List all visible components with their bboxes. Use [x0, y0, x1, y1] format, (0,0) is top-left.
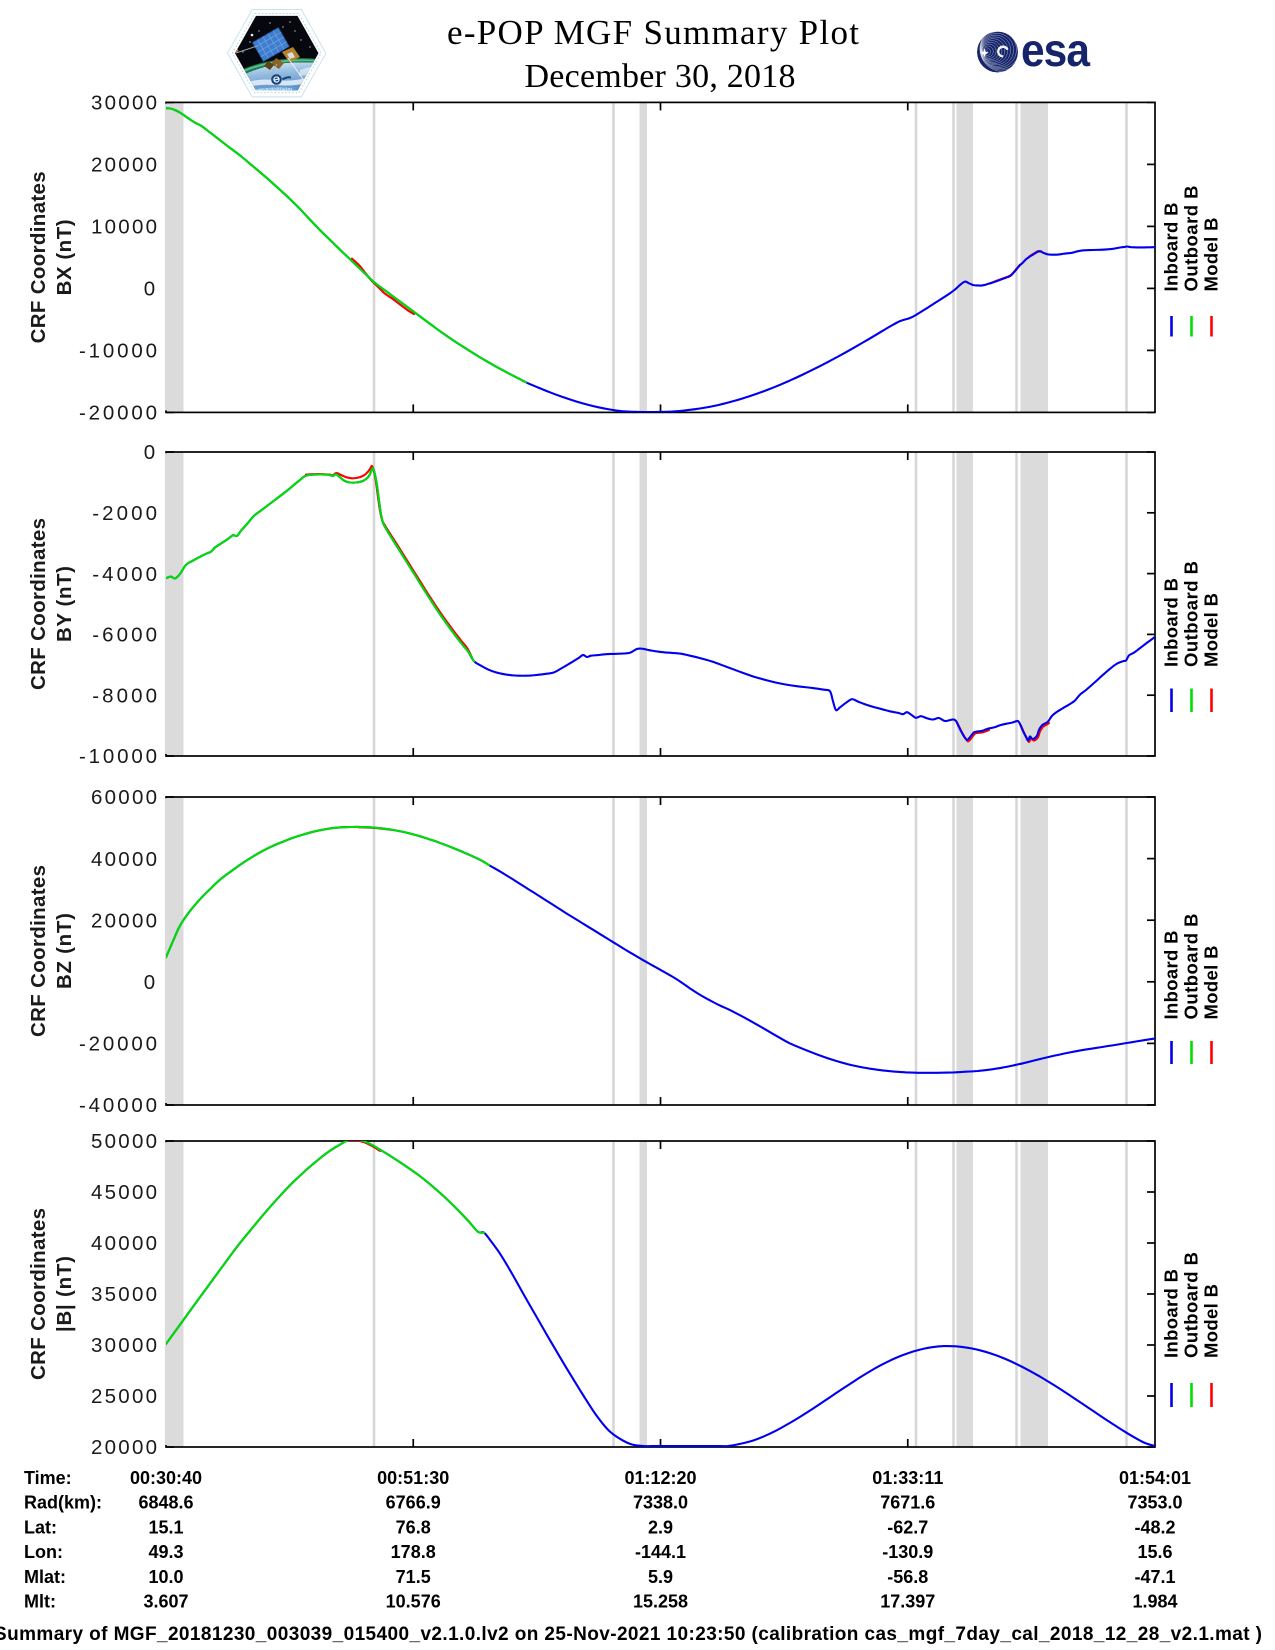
- svg-text:35000: 35000: [91, 1283, 157, 1306]
- svg-text:5.9: 5.9: [648, 1567, 673, 1587]
- svg-text:20000: 20000: [91, 909, 157, 932]
- svg-text:30000: 30000: [91, 1334, 157, 1357]
- svg-text:30000: 30000: [91, 92, 157, 115]
- svg-text:Inboard B: Inboard B: [1161, 578, 1182, 667]
- svg-text:-20000: -20000: [79, 1033, 157, 1056]
- svg-text:Inboard B: Inboard B: [1161, 931, 1182, 1020]
- svg-text:Rad(km):: Rad(km):: [24, 1493, 102, 1513]
- svg-text:|B| (nT): |B| (nT): [53, 1256, 76, 1332]
- svg-text:7353.0: 7353.0: [1127, 1493, 1182, 1513]
- svg-text:40000: 40000: [91, 1232, 157, 1255]
- svg-text:Inboard B: Inboard B: [1161, 203, 1182, 292]
- svg-text:01:33:11: 01:33:11: [872, 1468, 943, 1488]
- svg-text:Outboard B: Outboard B: [1181, 186, 1202, 292]
- svg-text:71.5: 71.5: [396, 1567, 431, 1587]
- svg-text:178.8: 178.8: [391, 1542, 436, 1562]
- svg-text:-62.7: -62.7: [887, 1517, 928, 1537]
- svg-text:7671.6: 7671.6: [880, 1493, 935, 1513]
- svg-text:Model B: Model B: [1201, 946, 1222, 1020]
- svg-text:2.9: 2.9: [648, 1517, 673, 1537]
- svg-text:esa: esa: [1021, 24, 1090, 76]
- svg-text:15.258: 15.258: [633, 1592, 688, 1612]
- svg-text:45000: 45000: [91, 1181, 157, 1204]
- svg-text:December 30, 2018: December 30, 2018: [525, 58, 796, 95]
- svg-text:10.0: 10.0: [148, 1567, 183, 1587]
- svg-text:20000: 20000: [91, 1436, 157, 1459]
- svg-text:e-POP MGF Summary Plot: e-POP MGF Summary Plot: [447, 13, 859, 52]
- svg-text:-48.2: -48.2: [1134, 1517, 1175, 1537]
- svg-text:Mlt:: Mlt:: [24, 1592, 56, 1612]
- svg-text:Outboard B: Outboard B: [1181, 1252, 1202, 1358]
- svg-text:15.1: 15.1: [148, 1517, 183, 1537]
- svg-text:Mlat:: Mlat:: [24, 1567, 66, 1587]
- svg-text:-6000: -6000: [92, 624, 157, 647]
- svg-text:BY (nT): BY (nT): [53, 566, 76, 642]
- svg-text:25000: 25000: [91, 1385, 157, 1408]
- svg-text:01:12:20: 01:12:20: [624, 1468, 696, 1488]
- svg-text:Lat:: Lat:: [24, 1517, 57, 1537]
- svg-text:-4000: -4000: [92, 563, 157, 586]
- svg-text:Lon:: Lon:: [24, 1542, 63, 1562]
- svg-text:CRF Coordinates: CRF Coordinates: [27, 1208, 50, 1380]
- svg-text:49.3: 49.3: [148, 1542, 183, 1562]
- svg-text:Inboard B: Inboard B: [1161, 1269, 1182, 1358]
- svg-text:CRF Coordinates: CRF Coordinates: [27, 171, 50, 343]
- svg-text:76.8: 76.8: [396, 1517, 431, 1537]
- svg-text:6766.9: 6766.9: [386, 1493, 441, 1513]
- svg-text:15.6: 15.6: [1137, 1542, 1172, 1562]
- svg-text:CRF Coordinates: CRF Coordinates: [27, 865, 50, 1037]
- svg-text:CASSIOPE: CASSIOPE: [257, 88, 298, 95]
- svg-text:10.576: 10.576: [386, 1592, 441, 1612]
- svg-text:Model B: Model B: [1201, 593, 1222, 667]
- svg-text:Time:: Time:: [24, 1468, 72, 1488]
- svg-text:-8000: -8000: [92, 684, 157, 707]
- svg-text:Model B: Model B: [1201, 218, 1222, 292]
- svg-text:50000: 50000: [91, 1130, 157, 1153]
- svg-text:-130.9: -130.9: [882, 1542, 933, 1562]
- svg-text:-20000: -20000: [79, 402, 157, 425]
- svg-text:60000: 60000: [91, 786, 157, 809]
- svg-text:00:30:40: 00:30:40: [130, 1468, 202, 1488]
- svg-text:17.397: 17.397: [880, 1592, 935, 1612]
- svg-text:-40000: -40000: [79, 1094, 157, 1117]
- svg-text:-10000: -10000: [79, 745, 157, 768]
- svg-text:-56.8: -56.8: [887, 1567, 928, 1587]
- svg-text:BX (nT): BX (nT): [53, 219, 76, 295]
- svg-text:-144.1: -144.1: [635, 1542, 686, 1562]
- svg-text:Outboard B: Outboard B: [1181, 561, 1202, 667]
- svg-text:7338.0: 7338.0: [633, 1493, 688, 1513]
- svg-text:CRF Coordinates: CRF Coordinates: [27, 518, 50, 690]
- svg-text:20000: 20000: [91, 154, 157, 177]
- svg-text:10000: 10000: [91, 216, 157, 239]
- svg-text:Model B: Model B: [1201, 1284, 1222, 1358]
- svg-text:0: 0: [144, 971, 155, 994]
- svg-text:-47.1: -47.1: [1134, 1567, 1175, 1587]
- svg-text:BZ (nT): BZ (nT): [53, 913, 76, 989]
- svg-text:Summary of MGF_20181230_003039: Summary of MGF_20181230_003039_015400_v2…: [0, 1624, 1262, 1645]
- svg-text:40000: 40000: [91, 848, 157, 871]
- svg-text:-2000: -2000: [92, 502, 157, 525]
- svg-text:1.984: 1.984: [1132, 1592, 1177, 1612]
- svg-text:01:54:01: 01:54:01: [1119, 1468, 1191, 1488]
- svg-text:3.607: 3.607: [143, 1592, 188, 1612]
- svg-text:00:51:30: 00:51:30: [377, 1468, 449, 1488]
- svg-text:Outboard B: Outboard B: [1181, 914, 1202, 1020]
- svg-text:6848.6: 6848.6: [138, 1493, 193, 1513]
- svg-text:0: 0: [144, 441, 155, 464]
- svg-text:0: 0: [144, 278, 155, 301]
- svg-text:-10000: -10000: [79, 340, 157, 363]
